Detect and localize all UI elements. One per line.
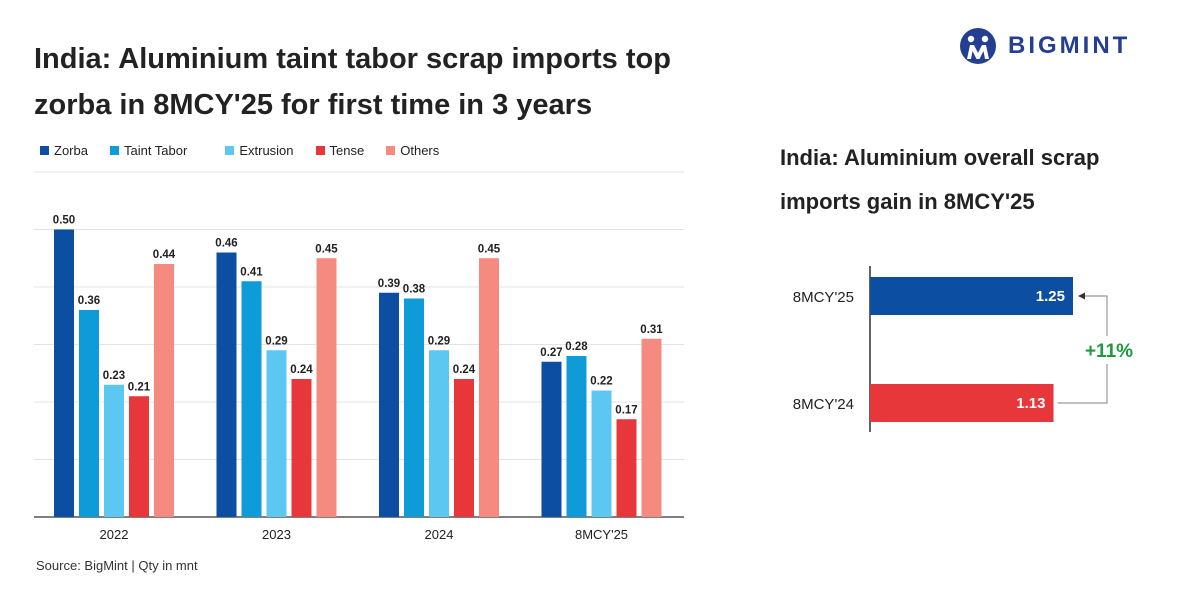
bar-taint-tabor-2022 <box>79 310 99 517</box>
data-label-others-2023: 0.45 <box>315 243 338 255</box>
bar-zorba-2022 <box>54 229 74 517</box>
bar-extrusion-2024 <box>429 350 449 517</box>
bar-extrusion-2023 <box>266 350 287 517</box>
growth-connector <box>1057 295 1108 404</box>
bar-others-2023 <box>316 258 337 517</box>
hbar-8mcy-24 <box>870 384 1054 422</box>
legend-label-extrusion: Extrusion <box>239 143 294 158</box>
bar-tense-2024 <box>454 379 474 517</box>
legend-item-taint-tabor: Taint Tabor <box>109 143 188 158</box>
legend-item-others: Others <box>386 143 439 158</box>
x-tick-label-2023: 2023 <box>262 527 291 542</box>
bar-others-8mcy-25 <box>641 338 662 517</box>
x-tick-label-2024: 2024 <box>425 527 454 542</box>
bar-zorba-2023 <box>216 252 237 517</box>
legend-item-extrusion: Extrusion <box>225 143 294 158</box>
data-label-extrusion-2022: 0.23 <box>103 370 125 382</box>
data-label-zorba-2022: 0.50 <box>53 215 75 227</box>
hbar-8mcy-25 <box>870 277 1073 315</box>
hbar-category-8mcy-24: 8MCY'24 <box>793 396 854 413</box>
data-label-others-8mcy-25: 0.31 <box>640 324 663 336</box>
bar-others-2022 <box>154 264 174 517</box>
chart-legend: Zorba Taint Tabor Extrusion Tense Others <box>40 143 461 158</box>
x-tick-label-8mcy-25: 8MCY'25 <box>575 527 628 542</box>
growth-label-background <box>1073 336 1141 364</box>
data-label-zorba-2024: 0.39 <box>378 278 400 290</box>
legend-item-tense: Tense <box>315 143 365 158</box>
bar-zorba-2024 <box>379 292 399 517</box>
bar-tense-2022 <box>129 396 149 517</box>
bar-tense-2023 <box>291 379 312 517</box>
data-label-extrusion-2024: 0.29 <box>428 335 450 347</box>
data-label-tense-2024: 0.24 <box>453 364 476 376</box>
legend-swatch-zorba <box>40 146 49 155</box>
data-label-taint-tabor-2023: 0.41 <box>240 266 263 278</box>
data-label-taint-tabor-8mcy-25: 0.28 <box>565 341 588 353</box>
x-tick-label-2022: 2022 <box>100 527 129 542</box>
chart-title: India: Aluminium taint tabor scrap impor… <box>34 43 671 121</box>
growth-arrow-head <box>1078 292 1085 300</box>
bar-tense-8mcy-25 <box>616 419 637 517</box>
legend-swatch-others <box>386 146 396 155</box>
bar-extrusion-8mcy-25 <box>591 390 612 517</box>
bigmint-logo-icon <box>960 28 996 64</box>
data-label-others-2022: 0.44 <box>153 249 176 261</box>
data-label-taint-tabor-2024: 0.38 <box>403 284 426 296</box>
hbar-value-8mcy-24: 1.13 <box>1016 395 1045 412</box>
source-note: Source: BigMint | Qty in mnt <box>36 558 198 573</box>
data-label-tense-2022: 0.21 <box>128 381 151 393</box>
data-label-others-2024: 0.45 <box>478 243 501 255</box>
data-label-extrusion-8mcy-25: 0.22 <box>590 376 612 388</box>
bar-extrusion-2022 <box>104 384 124 517</box>
bigmint-logo: BIGMINT <box>958 26 1130 66</box>
logo-text: BIGMINT <box>1008 32 1131 59</box>
hbar-category-8mcy-25: 8MCY'25 <box>793 289 854 306</box>
data-label-taint-tabor-2022: 0.36 <box>78 295 100 307</box>
legend-label-others: Others <box>400 143 440 158</box>
legend-swatch-taint-tabor <box>109 146 119 155</box>
legend-label-taint-tabor: Taint Tabor <box>123 143 188 158</box>
bar-taint-tabor-8mcy-25 <box>566 356 587 517</box>
legend-swatch-tense <box>315 146 325 155</box>
hbar-value-8mcy-25: 1.25 <box>1036 288 1065 305</box>
bar-others-2024 <box>479 258 499 517</box>
data-label-zorba-2023: 0.46 <box>215 238 237 250</box>
data-label-zorba-8mcy-25: 0.27 <box>540 347 562 359</box>
bar-taint-tabor-2023 <box>241 281 262 517</box>
data-label-tense-8mcy-25: 0.17 <box>615 404 637 416</box>
bar-zorba-8mcy-25 <box>541 361 562 517</box>
legend-label-zorba: Zorba <box>54 143 88 158</box>
legend-swatch-extrusion <box>225 146 235 155</box>
summary-chart-title: India: Aluminium overall scrap imports g… <box>780 145 1100 214</box>
legend-item-zorba: Zorba <box>40 143 88 158</box>
data-label-extrusion-2023: 0.29 <box>265 335 287 347</box>
legend-label-tense: Tense <box>329 143 365 158</box>
data-label-tense-2023: 0.24 <box>290 364 313 376</box>
bar-taint-tabor-2024 <box>404 298 424 517</box>
growth-annotation: +11% <box>1085 341 1133 362</box>
grouped-bar-chart: 0.50 0.36 0.230.21 0.44 2022 0.46 0.41 0.29 0.24… <box>34 171 684 542</box>
